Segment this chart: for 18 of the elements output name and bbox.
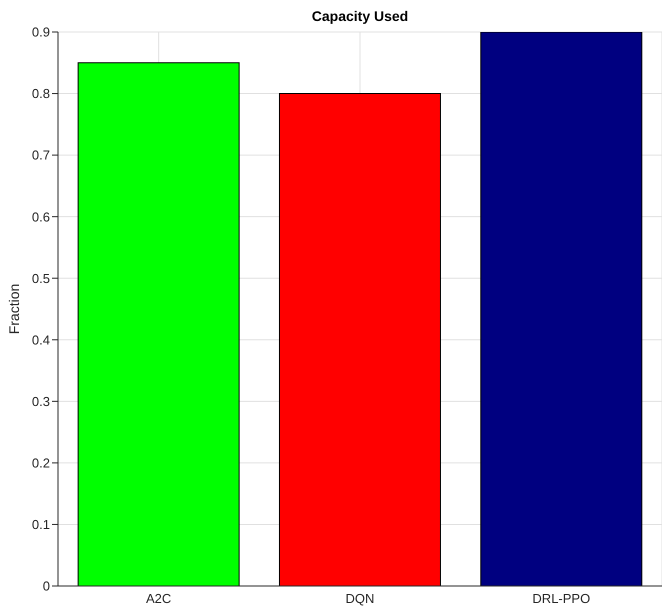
y-tick-label: 0.7 xyxy=(32,148,50,163)
y-tick-label: 0.5 xyxy=(32,270,50,286)
y-tick-label: 0.8 xyxy=(32,86,50,102)
bar xyxy=(278,93,441,586)
x-tick-label: DRL-PPO xyxy=(532,591,590,606)
y-tick-label: 0.2 xyxy=(32,456,50,471)
y-tick-label: 0.4 xyxy=(32,332,50,348)
bar xyxy=(480,32,642,586)
x-tick-label: DQN xyxy=(346,591,374,606)
y-tick-label: 0.9 xyxy=(32,24,50,40)
y-tick-label: 0.1 xyxy=(32,517,50,532)
bar xyxy=(78,62,240,586)
chart-title: Capacity Used xyxy=(310,8,410,24)
y-tick-label: 0.6 xyxy=(32,209,50,224)
x-tick-label: A2C xyxy=(146,591,172,606)
y-tick-label: 0.3 xyxy=(32,394,50,409)
y-axis-title: Fraction xyxy=(6,284,22,334)
y-tick-label: 0 xyxy=(42,578,50,594)
